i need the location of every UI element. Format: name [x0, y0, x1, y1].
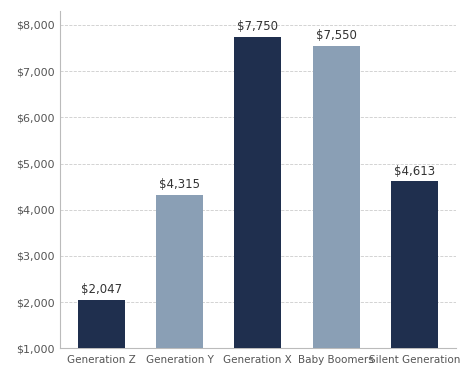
- Text: $7,750: $7,750: [237, 20, 278, 33]
- Text: $4,315: $4,315: [159, 179, 200, 192]
- Bar: [312, 46, 359, 384]
- Bar: [391, 181, 438, 384]
- Bar: [235, 36, 281, 384]
- Text: $4,613: $4,613: [394, 165, 435, 178]
- Text: $7,550: $7,550: [316, 29, 356, 42]
- Text: $2,047: $2,047: [81, 283, 122, 296]
- Bar: [78, 300, 125, 384]
- Bar: [156, 195, 203, 384]
